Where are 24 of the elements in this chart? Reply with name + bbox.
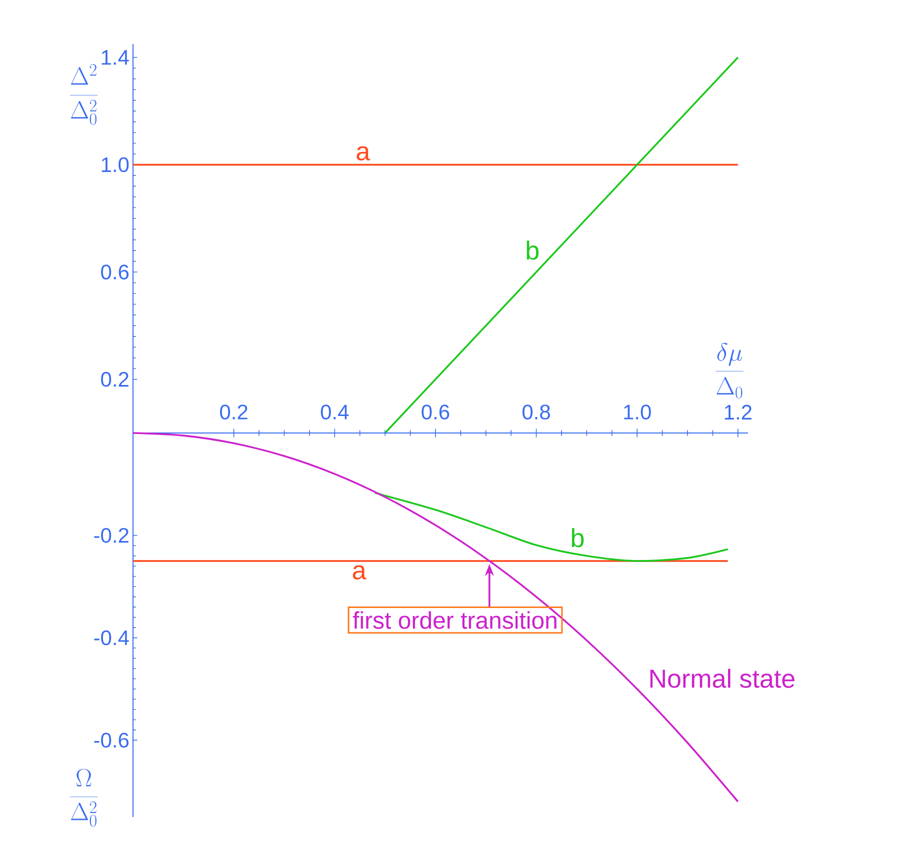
- annotation: first order transition: [352, 611, 556, 629]
- series-label: b: [526, 240, 539, 260]
- line-series: [132, 432, 739, 803]
- x-tick-label: 0.4: [320, 404, 349, 420]
- series-label: a: [356, 146, 370, 160]
- y-tick-label: -0.4: [94, 630, 129, 646]
- y-tick-label: 1.4: [102, 50, 129, 65]
- x-tick-label: 0.6: [422, 404, 450, 420]
- x-tick-label: 0.2: [220, 404, 248, 420]
- y-axis-title: $\frac{\Omega}{\Delta_0^2}$: [70, 768, 98, 827]
- y-tick-label: 0.2: [101, 372, 128, 387]
- y-axis-title: $\frac{\Delta^2}{\Delta_0^2}$: [70, 64, 98, 125]
- series-label: Normal state: [650, 668, 794, 688]
- y-tick-label: -0.6: [94, 732, 129, 748]
- y-tick-label: 1.0: [102, 157, 129, 172]
- y-tick-label: 0.6: [101, 264, 129, 280]
- y-tick-label: -0.2: [94, 528, 128, 543]
- series-label: b: [572, 528, 584, 548]
- line-series: [374, 492, 729, 562]
- x-tick-label: 0.8: [522, 404, 550, 420]
- series-label: a: [352, 565, 366, 580]
- x-tick-label: 1.2: [724, 404, 752, 420]
- x-tick-label: 1.0: [624, 404, 651, 420]
- x-axis-title: $\frac{\delta\mu}{\Delta_0}$: [716, 342, 744, 398]
